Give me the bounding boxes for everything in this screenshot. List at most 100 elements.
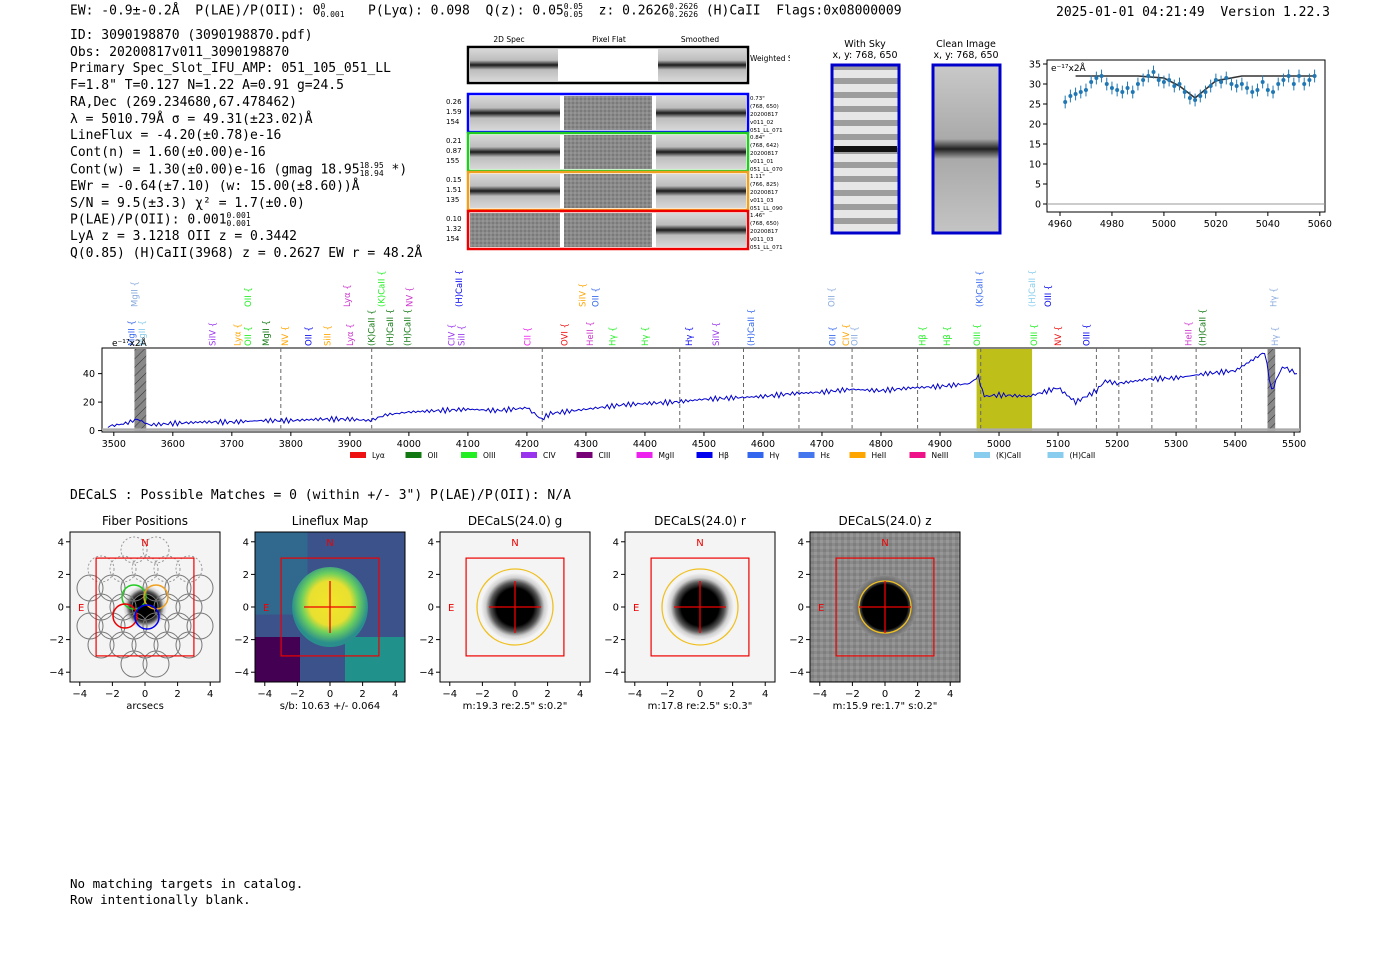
zoom-fit-chart: 4960 4980 5000 5020 5040 5060 0 5 10 15 20 25 30 35 e… bbox=[1029, 59, 1332, 230]
thumb-x-tick-label: 2 bbox=[359, 689, 365, 700]
info-contn: Cont(n) = 1.60(±0.00)e-16 bbox=[70, 144, 266, 160]
plae-value: P(LAE)/P(OII): 0 bbox=[195, 3, 321, 19]
thumb-x-tick-label: 4 bbox=[577, 689, 583, 700]
spectrum-lower-line-label: OIII { bbox=[1082, 324, 1092, 346]
fiber-cutouts: 2D Spec Pixel Flat Smoothed Weighted Sum… bbox=[446, 35, 790, 251]
zoom-data-point bbox=[1219, 80, 1224, 84]
cutout-right-label: 051_LL_070 bbox=[750, 167, 783, 173]
zoom-data-point bbox=[1151, 70, 1156, 74]
thumb-y-tick-label: −4 bbox=[789, 668, 804, 679]
spectrum-lower-line-label: Hγ { bbox=[685, 326, 695, 346]
legend-swatch bbox=[521, 452, 537, 458]
spectrum-lower-line-label: Hβ { bbox=[918, 326, 928, 346]
cutout-left-label: 1.32 bbox=[446, 225, 462, 233]
legend-label: Lyα bbox=[372, 451, 385, 460]
zoom-data-point bbox=[1156, 78, 1161, 82]
spectrum-lower-line-label: OII { bbox=[305, 326, 315, 346]
with-sky-title: With Sky bbox=[844, 39, 886, 50]
z-sup: 0.2626 bbox=[669, 2, 699, 11]
thumb-x-tick-label: 0 bbox=[512, 689, 518, 700]
cutout-right-label: 051_LL_090 bbox=[750, 206, 783, 212]
contw-text: Cont(w) = 1.30(±0.00)e-16 (gmag 18.95 bbox=[70, 162, 360, 178]
decals-summary: DECaLS : Possible Matches = 0 (within +/… bbox=[70, 488, 571, 503]
footer-line-1: No matching targets in catalog. bbox=[70, 876, 304, 891]
legend-swatch bbox=[909, 452, 926, 458]
cutout-left-label: 154 bbox=[446, 235, 460, 243]
plae-sub: 0.001 bbox=[320, 10, 345, 19]
with-sky-xy: x, y: 768, 650 bbox=[832, 50, 897, 61]
compass-north: N bbox=[326, 538, 333, 549]
thumbnail-caption: m:15.9 re:1.7" s:0.2" bbox=[833, 701, 938, 712]
cutout-right-label: 051_LL_071 bbox=[750, 128, 783, 134]
cutout-right-label: 0.84" bbox=[750, 135, 765, 141]
cutout-smoothed bbox=[656, 135, 746, 169]
legend-swatch bbox=[405, 452, 422, 458]
thumb-x-tick-label: −2 bbox=[475, 689, 490, 700]
zoom-data-point bbox=[1302, 82, 1307, 86]
thumb-y-tick-label: −4 bbox=[49, 668, 64, 679]
legend-swatch bbox=[696, 452, 713, 458]
zoom-data-point bbox=[1109, 86, 1114, 90]
thumbnail-title: DECaLS(24.0) z bbox=[838, 514, 931, 528]
spectrum-lower-line-label: Hγ { bbox=[641, 326, 651, 346]
fiber-circle bbox=[142, 650, 170, 678]
thumb-x-tick-label: 4 bbox=[762, 689, 768, 700]
thumb-x-tick-label: −4 bbox=[442, 689, 457, 700]
plae-info-sup: 0.001 bbox=[226, 211, 251, 221]
legend-swatch bbox=[636, 452, 653, 458]
legend-swatch bbox=[461, 452, 477, 458]
contw-end: *) bbox=[383, 162, 408, 178]
zoom-data-point bbox=[1265, 88, 1270, 92]
zoom-data-point bbox=[1255, 88, 1260, 92]
spectrum-x-tick-label: 3900 bbox=[338, 439, 362, 450]
cutout-smoothed bbox=[656, 96, 746, 130]
thumbnail-caption: s/b: 10.63 +/- 0.064 bbox=[280, 701, 380, 712]
spectrum-lower-line-label: OIII { bbox=[1030, 324, 1040, 346]
spectrum-lower-line-label: OII { bbox=[244, 326, 254, 346]
spectrum-x-tick-label: 5500 bbox=[1282, 439, 1306, 450]
info-lineflux: LineFlux = -4.20(±0.78)e-16 bbox=[70, 128, 282, 144]
zoom-data-point bbox=[1260, 80, 1265, 84]
zoom-unit: e⁻¹⁷x2Å bbox=[1051, 62, 1087, 74]
thumb-x-tick-label: 2 bbox=[914, 689, 920, 700]
cutout-2d-spec bbox=[470, 213, 560, 247]
cutout-right-label: 20200817 bbox=[750, 112, 778, 118]
timestamp-version: 2025-01-01 04:21:49 Version 1.22.3 bbox=[1056, 5, 1330, 20]
zoom-model-line bbox=[1075, 75, 1315, 100]
version: Version 1.22.3 bbox=[1220, 5, 1330, 20]
cutout-left-label: 0.10 bbox=[446, 215, 462, 223]
zoom-x-tick-label: 5040 bbox=[1256, 219, 1280, 230]
zoom-data-point bbox=[1099, 74, 1104, 78]
zoom-data-point bbox=[1167, 78, 1172, 82]
info-radec: RA,Dec (269.234680,67.478462) bbox=[70, 94, 297, 110]
spectrum-x-tick-label: 4500 bbox=[692, 439, 716, 450]
spectrum-x-tick-label: 5100 bbox=[1046, 439, 1070, 450]
thumbnail-row: Fiber Positions N E −4 −4 −2 −2 0 0 2 2 4 4 arcsecs Li… bbox=[49, 514, 961, 712]
compass-north: N bbox=[696, 538, 703, 549]
thumb-x-tick-label: −2 bbox=[105, 689, 120, 700]
thumb-y-tick-label: 4 bbox=[613, 537, 619, 548]
spectrum-upper-line-label: (H)CaII { bbox=[1028, 270, 1038, 307]
search-box bbox=[280, 557, 380, 657]
ew-value: EW: -0.9±-0.2Å bbox=[70, 3, 180, 19]
spectrum-lower-line-label: (H)CaII { bbox=[747, 309, 757, 346]
zoom-data-point bbox=[1177, 82, 1182, 86]
spectrum-lower-line-label: Hγ { bbox=[1271, 326, 1281, 346]
full-spectrum-chart: 3500 3600 3700 3800 3900 4000 4100 4200 4300 4400… bbox=[83, 270, 1306, 460]
spectrum-lower-line-label: Hγ { bbox=[608, 326, 618, 346]
z-sub: 0.2626 bbox=[669, 10, 699, 19]
fiber-circle bbox=[186, 574, 214, 602]
thumb-y-tick-label: 2 bbox=[243, 570, 249, 581]
fiber-blue bbox=[134, 604, 160, 630]
cutout-right-label: 1.11" bbox=[750, 174, 765, 180]
compass-east: E bbox=[818, 603, 824, 614]
cutout-left-label: 155 bbox=[446, 157, 459, 165]
zoom-data-point bbox=[1089, 80, 1094, 84]
spectrum-upper-line-label: (K)CaII { bbox=[976, 271, 986, 307]
legend-label: (K)CaII bbox=[996, 451, 1021, 460]
zoom-data-point bbox=[1161, 80, 1166, 84]
cutout-left-label: 1.59 bbox=[446, 108, 462, 116]
fiber-circle bbox=[131, 555, 159, 583]
cutout-2d-spec bbox=[470, 135, 560, 169]
thumb-x-tick-label: 4 bbox=[947, 689, 953, 700]
